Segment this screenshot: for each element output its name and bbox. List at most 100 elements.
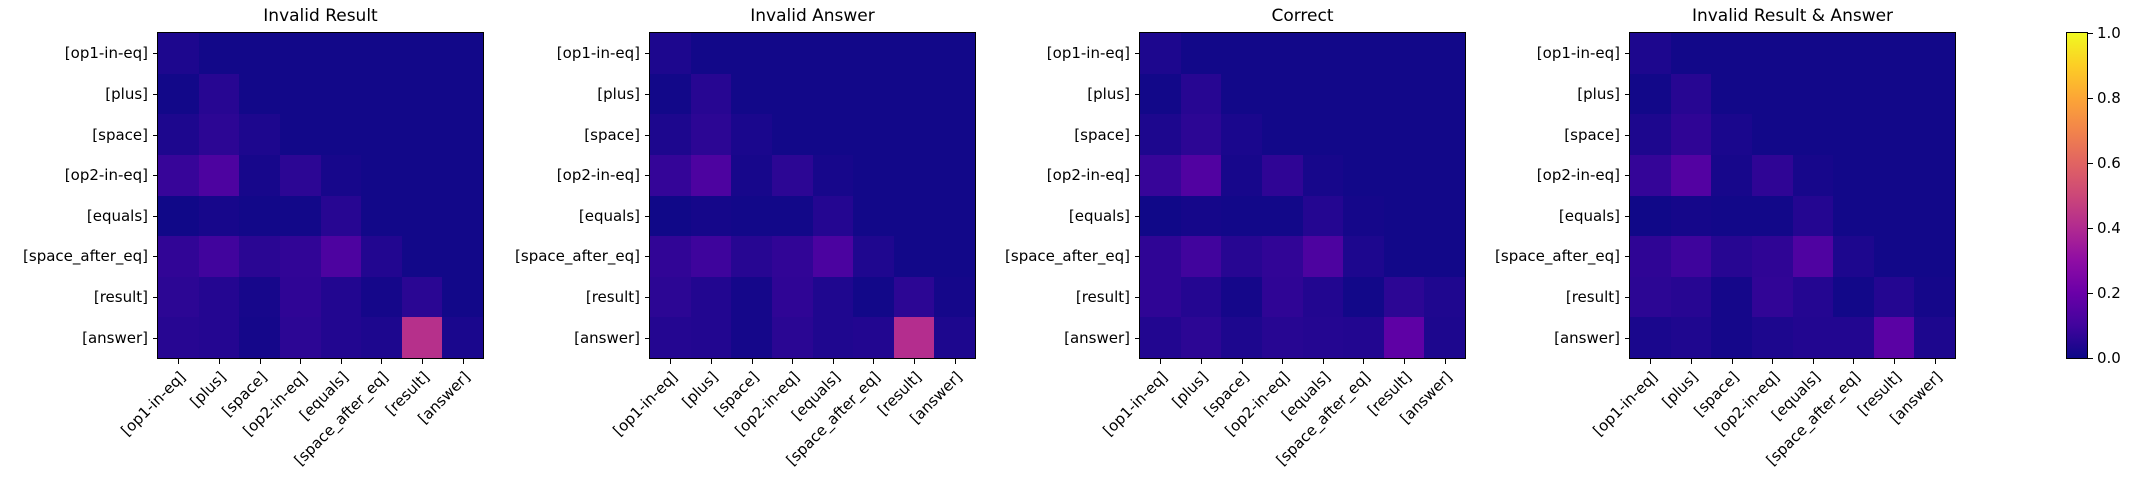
y-axis-label: [answer] xyxy=(574,328,640,347)
heatmap-cell xyxy=(1343,276,1384,318)
heatmap-cell xyxy=(812,317,854,358)
y-axis-label: [op1-in-eq] xyxy=(556,44,640,63)
heatmap-cell xyxy=(771,73,813,115)
heatmap-cell xyxy=(812,154,854,196)
heatmap-cell xyxy=(1343,317,1384,358)
y-axis-tick xyxy=(153,175,158,177)
x-axis-tick xyxy=(1894,359,1896,364)
heatmap-cell xyxy=(1873,195,1915,237)
heatmap-grid-invalid-result xyxy=(157,32,484,359)
y-axis-tick xyxy=(153,337,158,339)
heatmap-cell xyxy=(1140,154,1181,196)
heatmap-cell xyxy=(1711,154,1752,196)
heatmap-cell xyxy=(442,33,483,74)
heatmap-cell xyxy=(1792,33,1834,74)
colorbar-tick-label: 0.6 xyxy=(2097,154,2121,172)
panel-title-correct: Correct xyxy=(1271,6,1334,26)
heatmap-cell xyxy=(1914,114,1955,155)
heatmap-cell xyxy=(812,276,854,318)
heatmap-cell xyxy=(934,236,975,277)
heatmap-cell xyxy=(1343,195,1384,237)
heatmap-cell xyxy=(1140,276,1181,318)
heatmap-cell xyxy=(731,154,772,196)
heatmap-cell xyxy=(1914,73,1955,115)
heatmap-cell xyxy=(1792,114,1834,155)
heatmap-cell xyxy=(239,236,280,277)
heatmap-cell xyxy=(198,236,240,277)
y-axis-label: [op1-in-eq] xyxy=(64,44,148,63)
heatmap-cell xyxy=(1140,114,1181,155)
colorbar-tick xyxy=(2088,228,2093,229)
heatmap-cell xyxy=(1221,73,1262,115)
heatmap-cell xyxy=(361,276,402,318)
heatmap-cell xyxy=(1302,154,1344,196)
y-axis-label: [space] xyxy=(584,125,640,144)
heatmap-cell xyxy=(812,236,854,277)
y-axis-label: [space_after_eq] xyxy=(23,247,148,266)
y-axis-tick xyxy=(645,297,650,299)
heatmap-cell xyxy=(1221,33,1262,74)
heatmap-cell xyxy=(1424,195,1465,237)
heatmap-cell xyxy=(1261,154,1303,196)
heatmap-cell xyxy=(401,236,443,277)
colorbar-tick-label: 0.4 xyxy=(2097,219,2121,237)
heatmap-cell xyxy=(320,154,362,196)
y-axis-label: [op2-in-eq] xyxy=(1046,166,1130,185)
heatmap-cell xyxy=(198,114,240,155)
colorbar-tick-label: 0.8 xyxy=(2097,89,2121,107)
heatmap-cell xyxy=(279,317,321,358)
heatmap-cell xyxy=(650,73,691,115)
heatmap-cell xyxy=(442,114,483,155)
x-axis-tick xyxy=(1772,359,1774,364)
heatmap-cell xyxy=(361,73,402,115)
y-axis-tick xyxy=(1625,93,1630,95)
x-axis-tick xyxy=(1363,359,1365,364)
heatmap-cell xyxy=(1711,236,1752,277)
y-axis-label: [equals] xyxy=(1558,206,1620,225)
heatmap-cell xyxy=(1261,236,1303,277)
heatmap-cell xyxy=(1670,33,1712,74)
heatmap-cell xyxy=(650,236,691,277)
y-axis-tick xyxy=(1135,93,1140,95)
heatmap-cell xyxy=(1630,236,1671,277)
heatmap-cell xyxy=(158,276,199,318)
heatmap-cell xyxy=(934,195,975,237)
heatmap-cell xyxy=(1873,154,1915,196)
heatmap-cell xyxy=(812,195,854,237)
heatmap-cell xyxy=(1711,195,1752,237)
heatmap-cell xyxy=(239,276,280,318)
heatmap-cell xyxy=(1833,236,1874,277)
heatmap-cell xyxy=(1343,154,1384,196)
heatmap-cell xyxy=(934,276,975,318)
y-axis-label: [space_after_eq] xyxy=(515,247,640,266)
heatmap-cell xyxy=(1670,317,1712,358)
heatmap-cell xyxy=(1261,33,1303,74)
y-axis-tick xyxy=(1135,256,1140,258)
heatmap-cell xyxy=(1914,317,1955,358)
x-axis-tick xyxy=(1731,359,1733,364)
heatmap-cell xyxy=(1630,154,1671,196)
heatmap-cell xyxy=(1670,114,1712,155)
heatmap-cell xyxy=(401,114,443,155)
heatmap-cell xyxy=(1383,73,1425,115)
heatmap-cell xyxy=(1914,276,1955,318)
heatmap-cell xyxy=(1221,276,1262,318)
y-axis-label: [op1-in-eq] xyxy=(1536,44,1620,63)
y-axis-label: [equals] xyxy=(578,206,640,225)
heatmap-cell xyxy=(1873,236,1915,277)
heatmap-cell xyxy=(934,154,975,196)
heatmap-cell xyxy=(1792,317,1834,358)
heatmap-cell xyxy=(279,236,321,277)
heatmap-cell xyxy=(893,236,935,277)
y-axis-tick xyxy=(1135,337,1140,339)
x-axis-label: [op1-in-eq] xyxy=(609,368,682,440)
heatmap-cell xyxy=(731,317,772,358)
heatmap-cell xyxy=(934,33,975,74)
heatmap-cell xyxy=(1914,33,1955,74)
heatmap-cell xyxy=(1180,236,1222,277)
heatmap-cell xyxy=(158,73,199,115)
heatmap-cell xyxy=(401,73,443,115)
heatmap-cell xyxy=(1751,195,1793,237)
heatmap-grid-correct xyxy=(1139,32,1466,359)
colorbar-tick xyxy=(2088,163,2093,164)
